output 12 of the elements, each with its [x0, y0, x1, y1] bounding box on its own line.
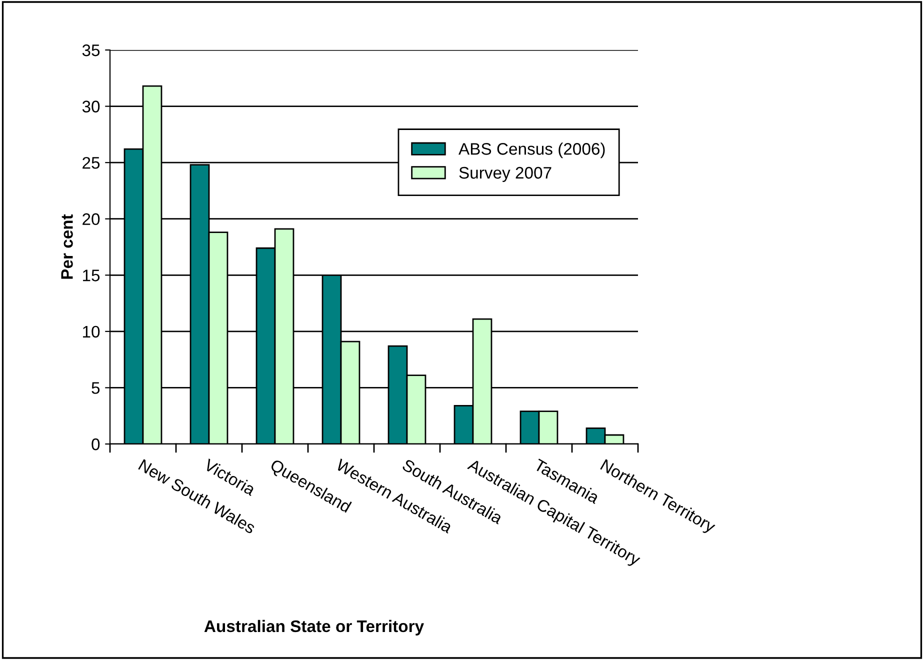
y-axis-title: Per cent — [61, 214, 73, 279]
legend-label: ABS Census (2006) — [458, 142, 605, 158]
y-tick-label: 5 — [92, 382, 100, 394]
y-tick-label: 35 — [82, 44, 100, 56]
y-tick-label: 30 — [82, 100, 100, 112]
y-tick-label: 20 — [82, 213, 100, 226]
x-axis-title: Australian State or Territory — [204, 620, 424, 636]
legend-label: Survey 2007 — [459, 166, 552, 182]
y-tick-label: 25 — [82, 156, 100, 169]
y-tick-label: 10 — [83, 326, 100, 338]
y-tick-label: 0 — [92, 438, 100, 450]
y-tick-label: 15 — [83, 270, 100, 282]
